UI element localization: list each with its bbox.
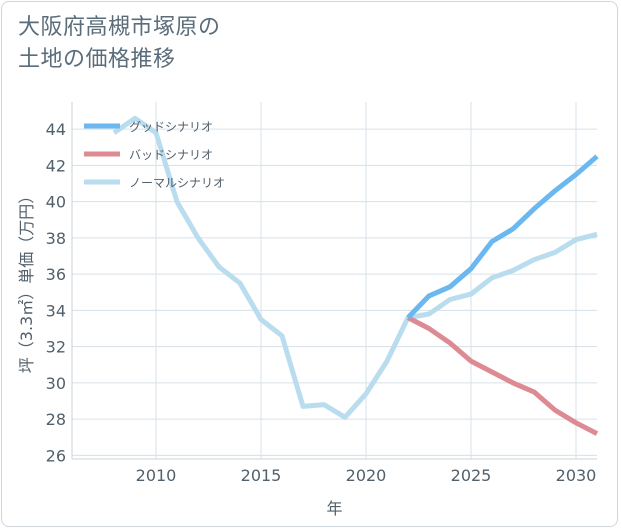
y-tick-label: 36: [46, 265, 66, 284]
legend-label: ノーマルシナリオ: [129, 176, 225, 190]
y-tick-label: 42: [46, 156, 66, 175]
chart-title: 大阪府高槻市塚原の 土地の価格推移: [18, 12, 438, 76]
y-tick-label: 26: [46, 446, 66, 465]
x-tick-labels: 2010 2015 2020 2025 2030: [136, 466, 597, 485]
grid: [72, 102, 597, 459]
legend-label: グッドシナリオ: [129, 120, 213, 134]
y-tick-label: 38: [46, 229, 66, 248]
y-tick-label: 44: [46, 120, 66, 139]
y-tick-label: 34: [46, 301, 66, 320]
x-axis-title: 年: [326, 499, 342, 518]
y-tick-label: 30: [46, 374, 66, 393]
title-line-1: 大阪府高槻市塚原の: [18, 15, 221, 40]
x-tick-label: 2020: [346, 466, 387, 485]
series-line-2: [112, 115, 598, 420]
y-tick-label: 28: [46, 410, 66, 429]
y-axis-title: 坪（3.3㎡）単価（万円）: [17, 188, 36, 373]
y-tick-label: 40: [46, 193, 66, 212]
y-tick-labels: 26 28 30 32 34 36 38 40 42 44: [46, 120, 66, 465]
y-tick-label: 32: [46, 338, 66, 357]
x-tick-label: 2015: [241, 466, 282, 485]
series-lines: [112, 115, 599, 436]
series-line-0: [406, 154, 599, 320]
x-tick-label: 2030: [556, 466, 597, 485]
series-line-1: [406, 315, 599, 436]
plot-frame: [71, 102, 597, 460]
legend-label: バッドシナリオ: [129, 148, 213, 162]
x-tick-label: 2010: [136, 466, 177, 485]
x-tick-label: 2025: [451, 466, 492, 485]
title-line-2: 土地の価格推移: [18, 47, 176, 72]
